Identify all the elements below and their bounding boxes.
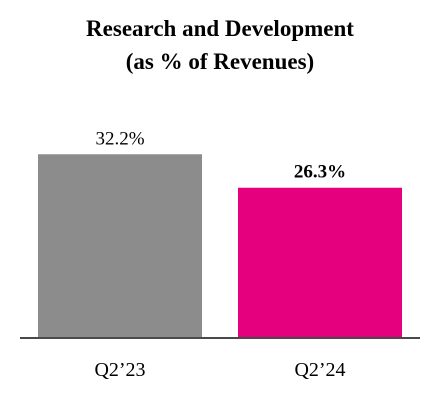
category-label-q2-24: Q2’24 — [294, 359, 345, 381]
value-label-q2-24: 26.3% — [294, 162, 346, 183]
chart-subtitle: (as % of Revenues) — [125, 49, 315, 74]
bar-q2-24 — [238, 187, 402, 337]
value-label-q2-23: 32.2% — [95, 128, 144, 149]
category-label-q2-23: Q2’23 — [94, 359, 145, 381]
bar-q2-23 — [38, 154, 202, 337]
chart-title: Research and Development — [86, 16, 354, 41]
